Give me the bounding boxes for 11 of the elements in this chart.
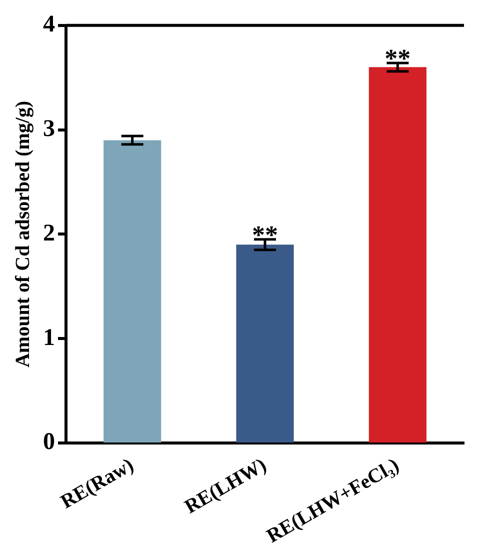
y-tick-label: 3 — [43, 116, 55, 142]
bar — [368, 67, 426, 442]
annotation: ** — [252, 220, 278, 250]
y-tick-label: 4 — [43, 12, 55, 38]
bar — [236, 244, 294, 442]
annotation: ** — [384, 44, 411, 73]
y-axis-title: Amount of Cd adsorbed (mg/g) — [12, 100, 34, 368]
y-tick-label: 1 — [43, 324, 55, 351]
y-tick-label: 2 — [43, 220, 55, 246]
bar — [104, 140, 162, 442]
y-tick-label: 0 — [43, 429, 55, 456]
